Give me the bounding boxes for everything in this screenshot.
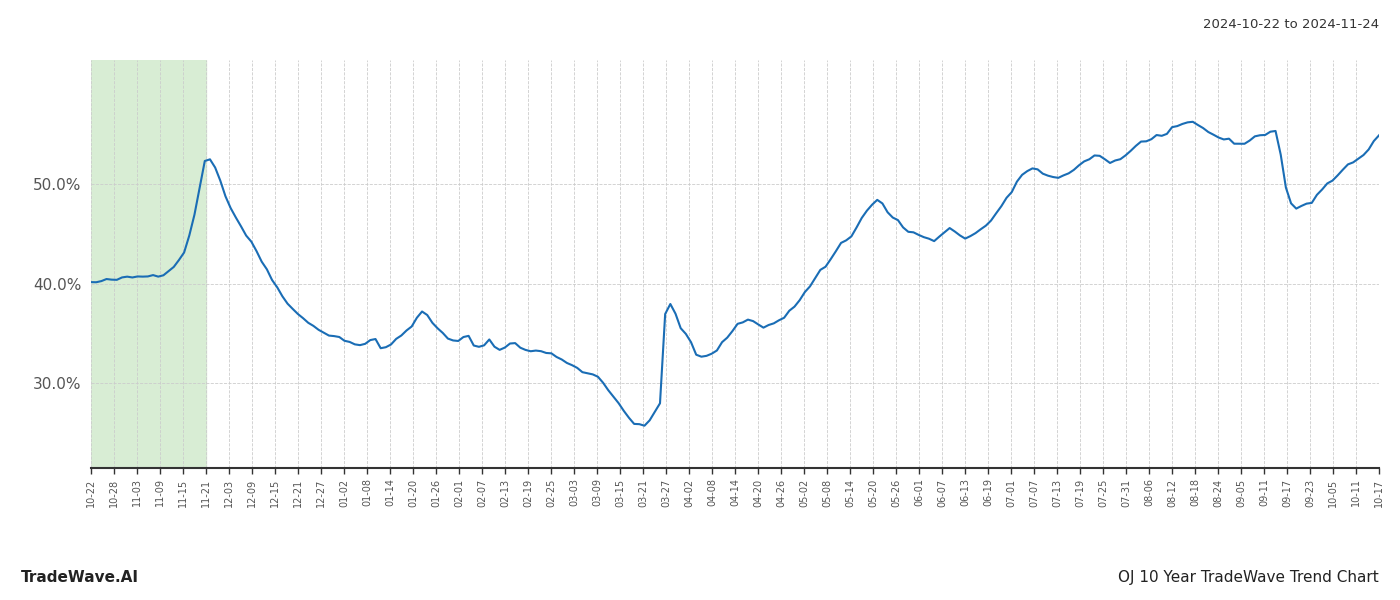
Bar: [91, 60, 206, 468]
Text: OJ 10 Year TradeWave Trend Chart: OJ 10 Year TradeWave Trend Chart: [1119, 570, 1379, 585]
Text: 2024-10-22 to 2024-11-24: 2024-10-22 to 2024-11-24: [1203, 18, 1379, 31]
Text: TradeWave.AI: TradeWave.AI: [21, 570, 139, 585]
